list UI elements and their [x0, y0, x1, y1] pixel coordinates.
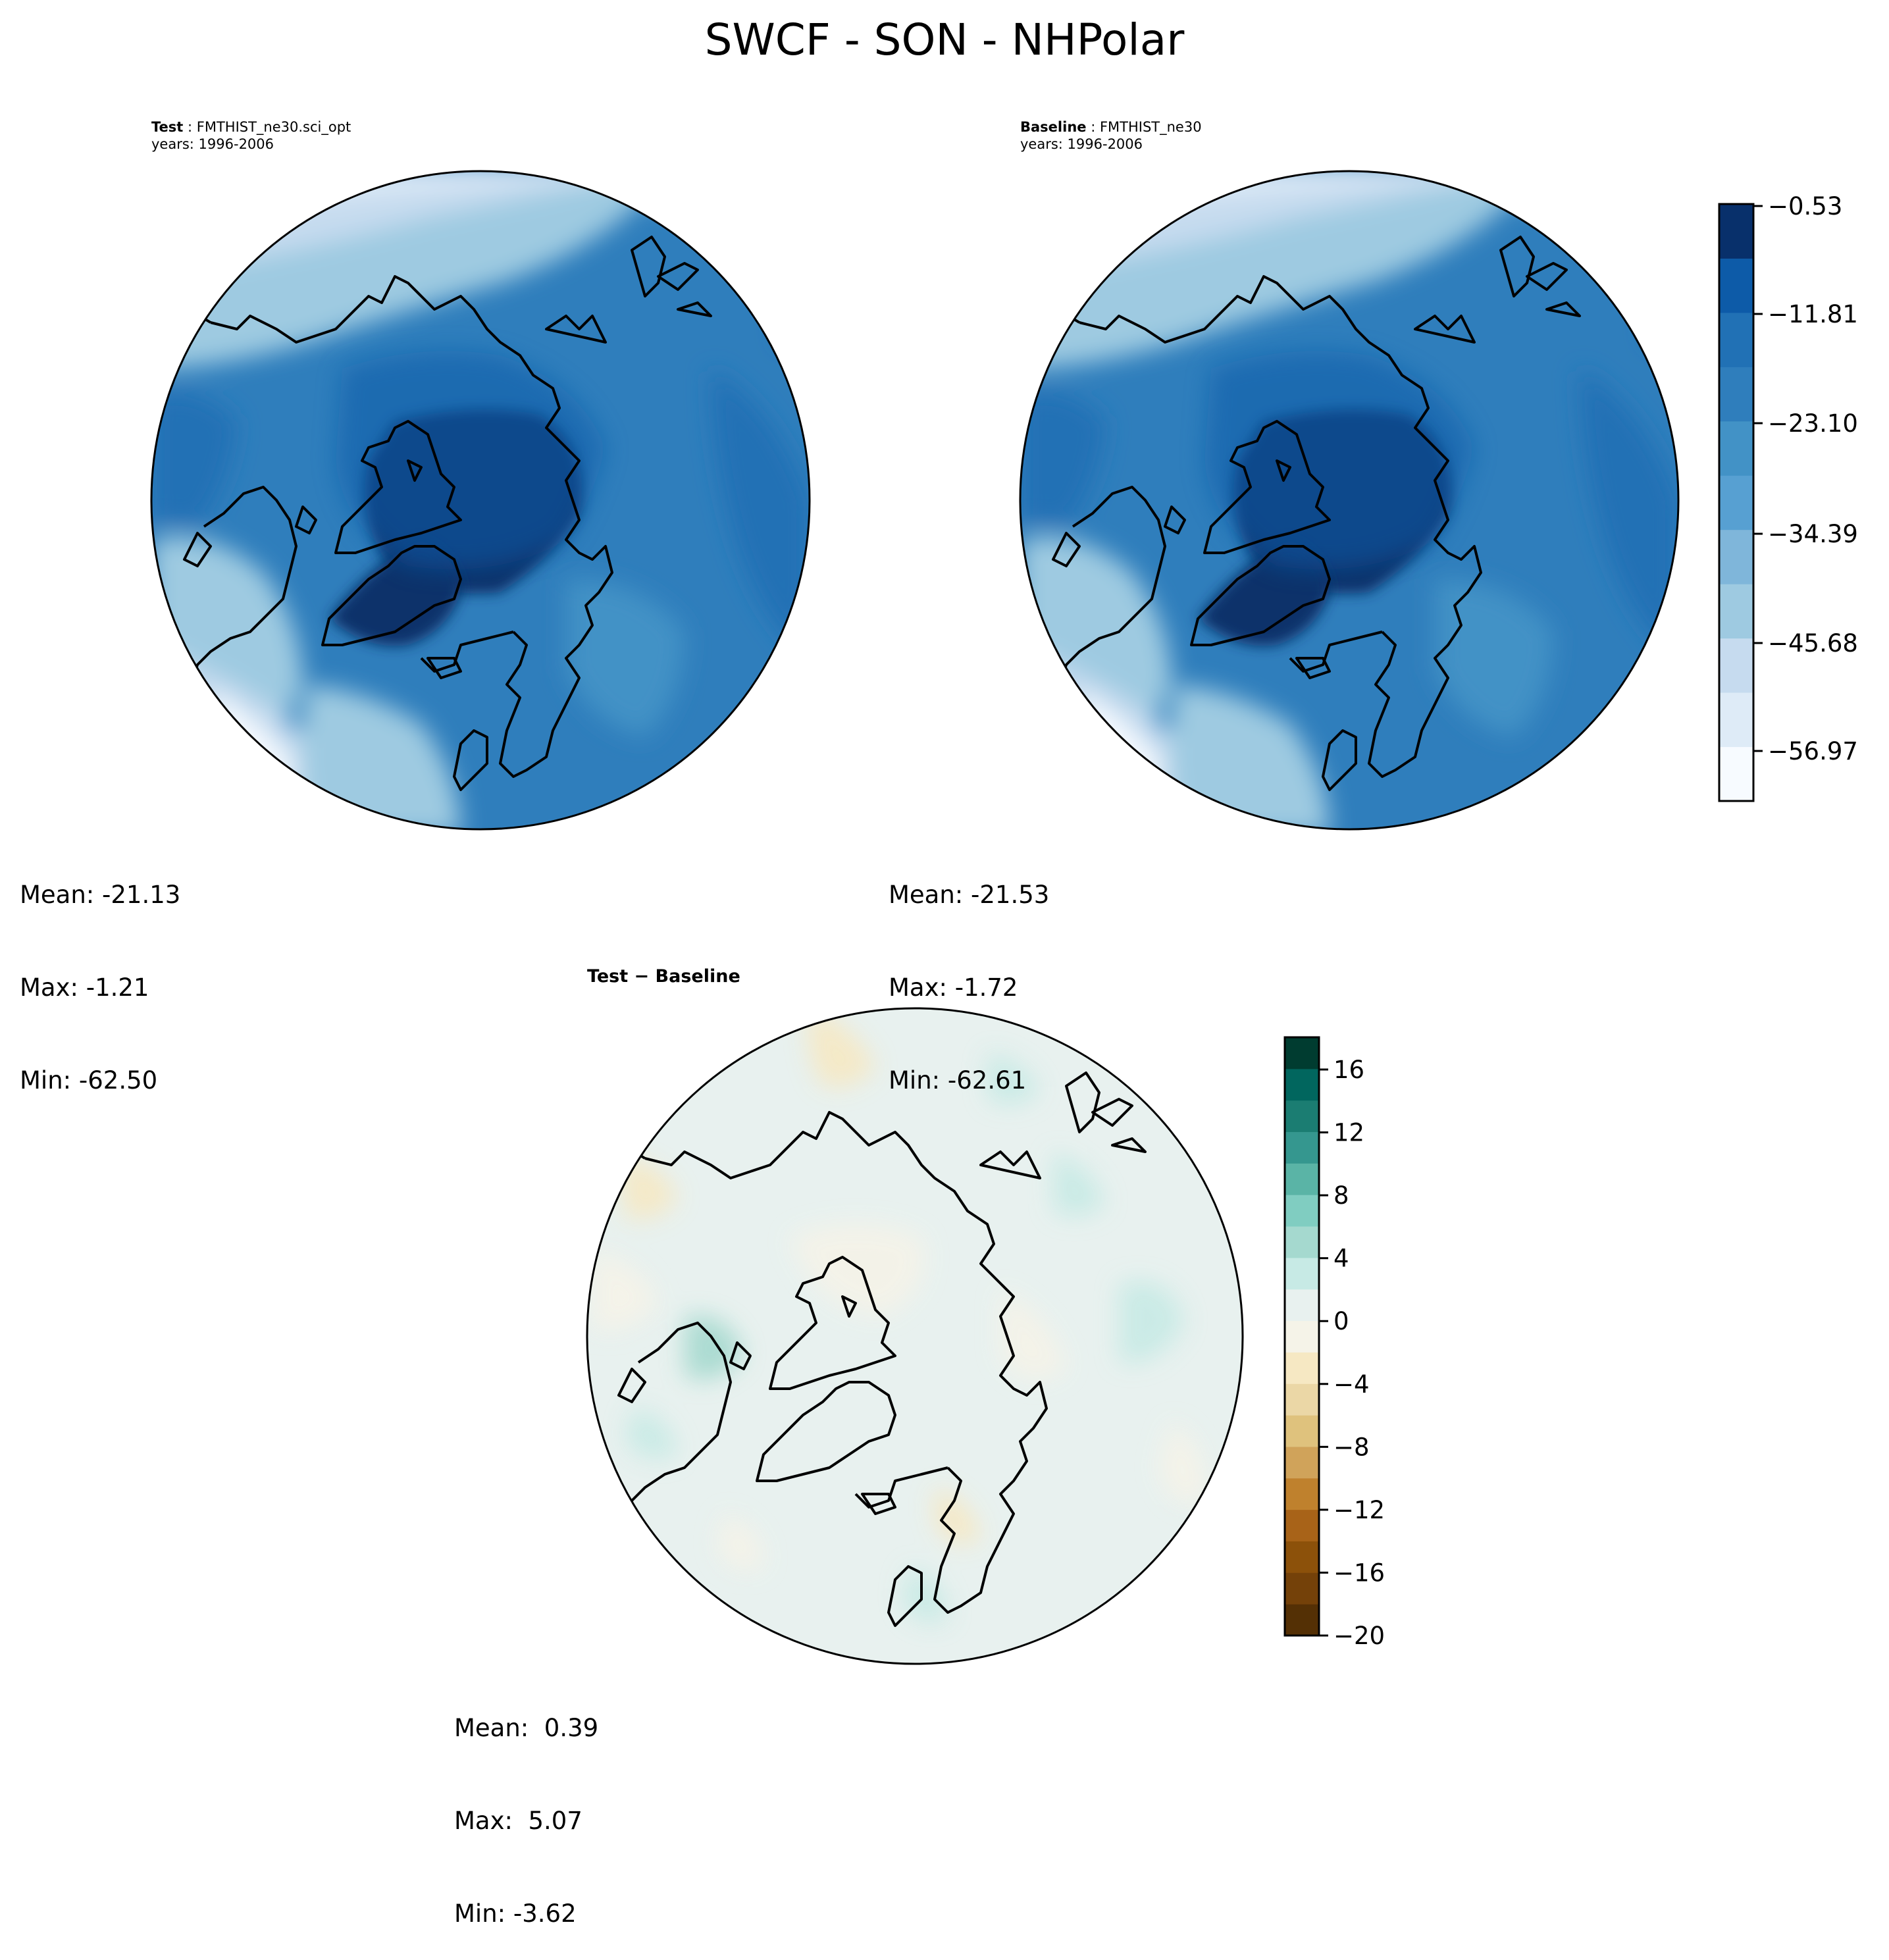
- test-max: Max: -1.21: [20, 973, 149, 1002]
- main-colorbar-segment: [1719, 692, 1753, 748]
- main-colorbar-segment: [1719, 529, 1753, 584]
- diff-colorbar-segment: [1285, 1131, 1319, 1164]
- main-colorbar-segment: [1719, 584, 1753, 639]
- diff-colorbar-tick-label: −8: [1333, 1433, 1370, 1461]
- diff-colorbar-tick-label: −4: [1333, 1370, 1370, 1399]
- test-years: years: 1996-2006: [151, 136, 274, 152]
- main-colorbar-tick-label: −34.39: [1768, 520, 1858, 548]
- test-min: Min: -62.50: [20, 1066, 158, 1095]
- baseline-map-border: [1019, 170, 1680, 831]
- diff-map: [587, 1008, 1243, 1664]
- main-colorbar-tick-label: −56.97: [1768, 737, 1858, 765]
- baseline-label-bold: Baseline: [1020, 119, 1087, 135]
- diff-colorbar-segment: [1285, 1541, 1319, 1573]
- diff-max: Max: 5.07: [454, 1807, 582, 1835]
- diff-colorbar-tick-label: 8: [1333, 1181, 1349, 1210]
- diff-map-border: [586, 1007, 1244, 1665]
- baseline-map: [1020, 171, 1678, 829]
- baseline-panel-label: Baseline : FMTHIST_ne30 years: 1996-2006: [1020, 118, 1202, 153]
- diff-colorbar-segment: [1285, 1383, 1319, 1416]
- baseline-max: Max: -1.72: [889, 973, 1018, 1002]
- diff-panel-title: Test − Baseline: [587, 966, 740, 987]
- main-colorbar-tick-label: −11.81: [1768, 300, 1858, 328]
- diff-colorbar-segment: [1285, 1163, 1319, 1195]
- diff-stats: Mean: 0.39 Max: 5.07 Min: -3.62: [454, 1651, 598, 1960]
- diff-colorbar-segment: [1285, 1509, 1319, 1541]
- diff-colorbar-tick-label: 12: [1333, 1119, 1364, 1147]
- main-colorbar-tick-label: −23.10: [1768, 409, 1858, 438]
- test-mean: Mean: -21.13: [20, 881, 181, 909]
- baseline-mean: Mean: -21.53: [889, 881, 1050, 909]
- diff-colorbar-segment: [1285, 1320, 1319, 1353]
- diff-colorbar-border: [1283, 1036, 1320, 1637]
- main-colorbar-tick-label: −0.53: [1768, 192, 1842, 220]
- diff-colorbar-segment: [1285, 1289, 1319, 1322]
- diff-colorbar-segment: [1285, 1572, 1319, 1605]
- main-colorbar-segment: [1719, 204, 1753, 259]
- test-map-border: [150, 170, 811, 831]
- main-colorbar-segment: [1719, 367, 1753, 422]
- baseline-case-name: FMTHIST_ne30: [1099, 119, 1202, 135]
- main-colorbar-segment: [1719, 475, 1753, 530]
- diff-colorbar-segment: [1285, 1195, 1319, 1227]
- diff-colorbar-segment: [1285, 1415, 1319, 1447]
- main-colorbar-border: [1718, 203, 1755, 802]
- map-figure: −0.53 −11.81 −23.10 −34.39 −45.68 −56.97 16 12…: [150, 170, 1858, 1665]
- main-colorbar-tick-label: −45.68: [1768, 629, 1858, 658]
- baseline-min: Min: -62.61: [889, 1066, 1027, 1095]
- diff-colorbar-segment: [1285, 1100, 1319, 1133]
- main-colorbar-segment: [1719, 746, 1753, 802]
- diff-colorbar-segment: [1285, 1478, 1319, 1510]
- diff-colorbar-segment: [1285, 1226, 1319, 1258]
- diff-colorbar-segment: [1285, 1446, 1319, 1479]
- diff-colorbar-segment: [1285, 1068, 1319, 1101]
- main-colorbar-segment: [1719, 638, 1753, 693]
- diff-colorbar: 16 12 8 4 0 −4 −8 −12 −16 −20: [1283, 1036, 1385, 1650]
- baseline-label-sep: :: [1086, 119, 1100, 135]
- main-colorbar: −0.53 −11.81 −23.10 −34.39 −45.68 −56.97: [1718, 192, 1858, 802]
- diff-colorbar-tick-label: 0: [1333, 1307, 1349, 1335]
- baseline-stats: Mean: -21.53 Max: -1.72 Min: -62.61: [889, 817, 1049, 1127]
- main-colorbar-segment: [1719, 312, 1753, 367]
- baseline-years: years: 1996-2006: [1020, 136, 1143, 152]
- test-map: [151, 171, 810, 829]
- test-panel-label: Test : FMTHIST_ne30.sci_opt years: 1996-…: [151, 118, 351, 153]
- diff-min: Min: -3.62: [454, 1899, 577, 1928]
- figure-title: SWCF - SON - NHPolar: [704, 14, 1185, 65]
- diff-colorbar-tick-label: −12: [1333, 1496, 1385, 1524]
- main-colorbar-segment: [1719, 258, 1753, 313]
- diff-colorbar-tick-label: 16: [1333, 1056, 1364, 1084]
- main-colorbar-segment: [1719, 421, 1753, 476]
- diff-colorbar-tick-label: 4: [1333, 1245, 1349, 1273]
- diff-mean: Mean: 0.39: [454, 1714, 599, 1742]
- test-stats: Mean: -21.13 Max: -1.21 Min: -62.50: [20, 817, 180, 1127]
- test-label-bold: Test: [151, 119, 184, 135]
- diff-colorbar-segment: [1285, 1257, 1319, 1290]
- diff-colorbar-segment: [1285, 1037, 1319, 1070]
- diff-colorbar-tick-label: −16: [1333, 1559, 1385, 1587]
- diff-colorbar-tick-label: −20: [1333, 1622, 1385, 1650]
- test-case-name: FMTHIST_ne30.sci_opt: [196, 119, 351, 135]
- test-label-sep: :: [183, 119, 197, 135]
- diff-colorbar-segment: [1285, 1604, 1319, 1636]
- diff-colorbar-segment: [1285, 1352, 1319, 1384]
